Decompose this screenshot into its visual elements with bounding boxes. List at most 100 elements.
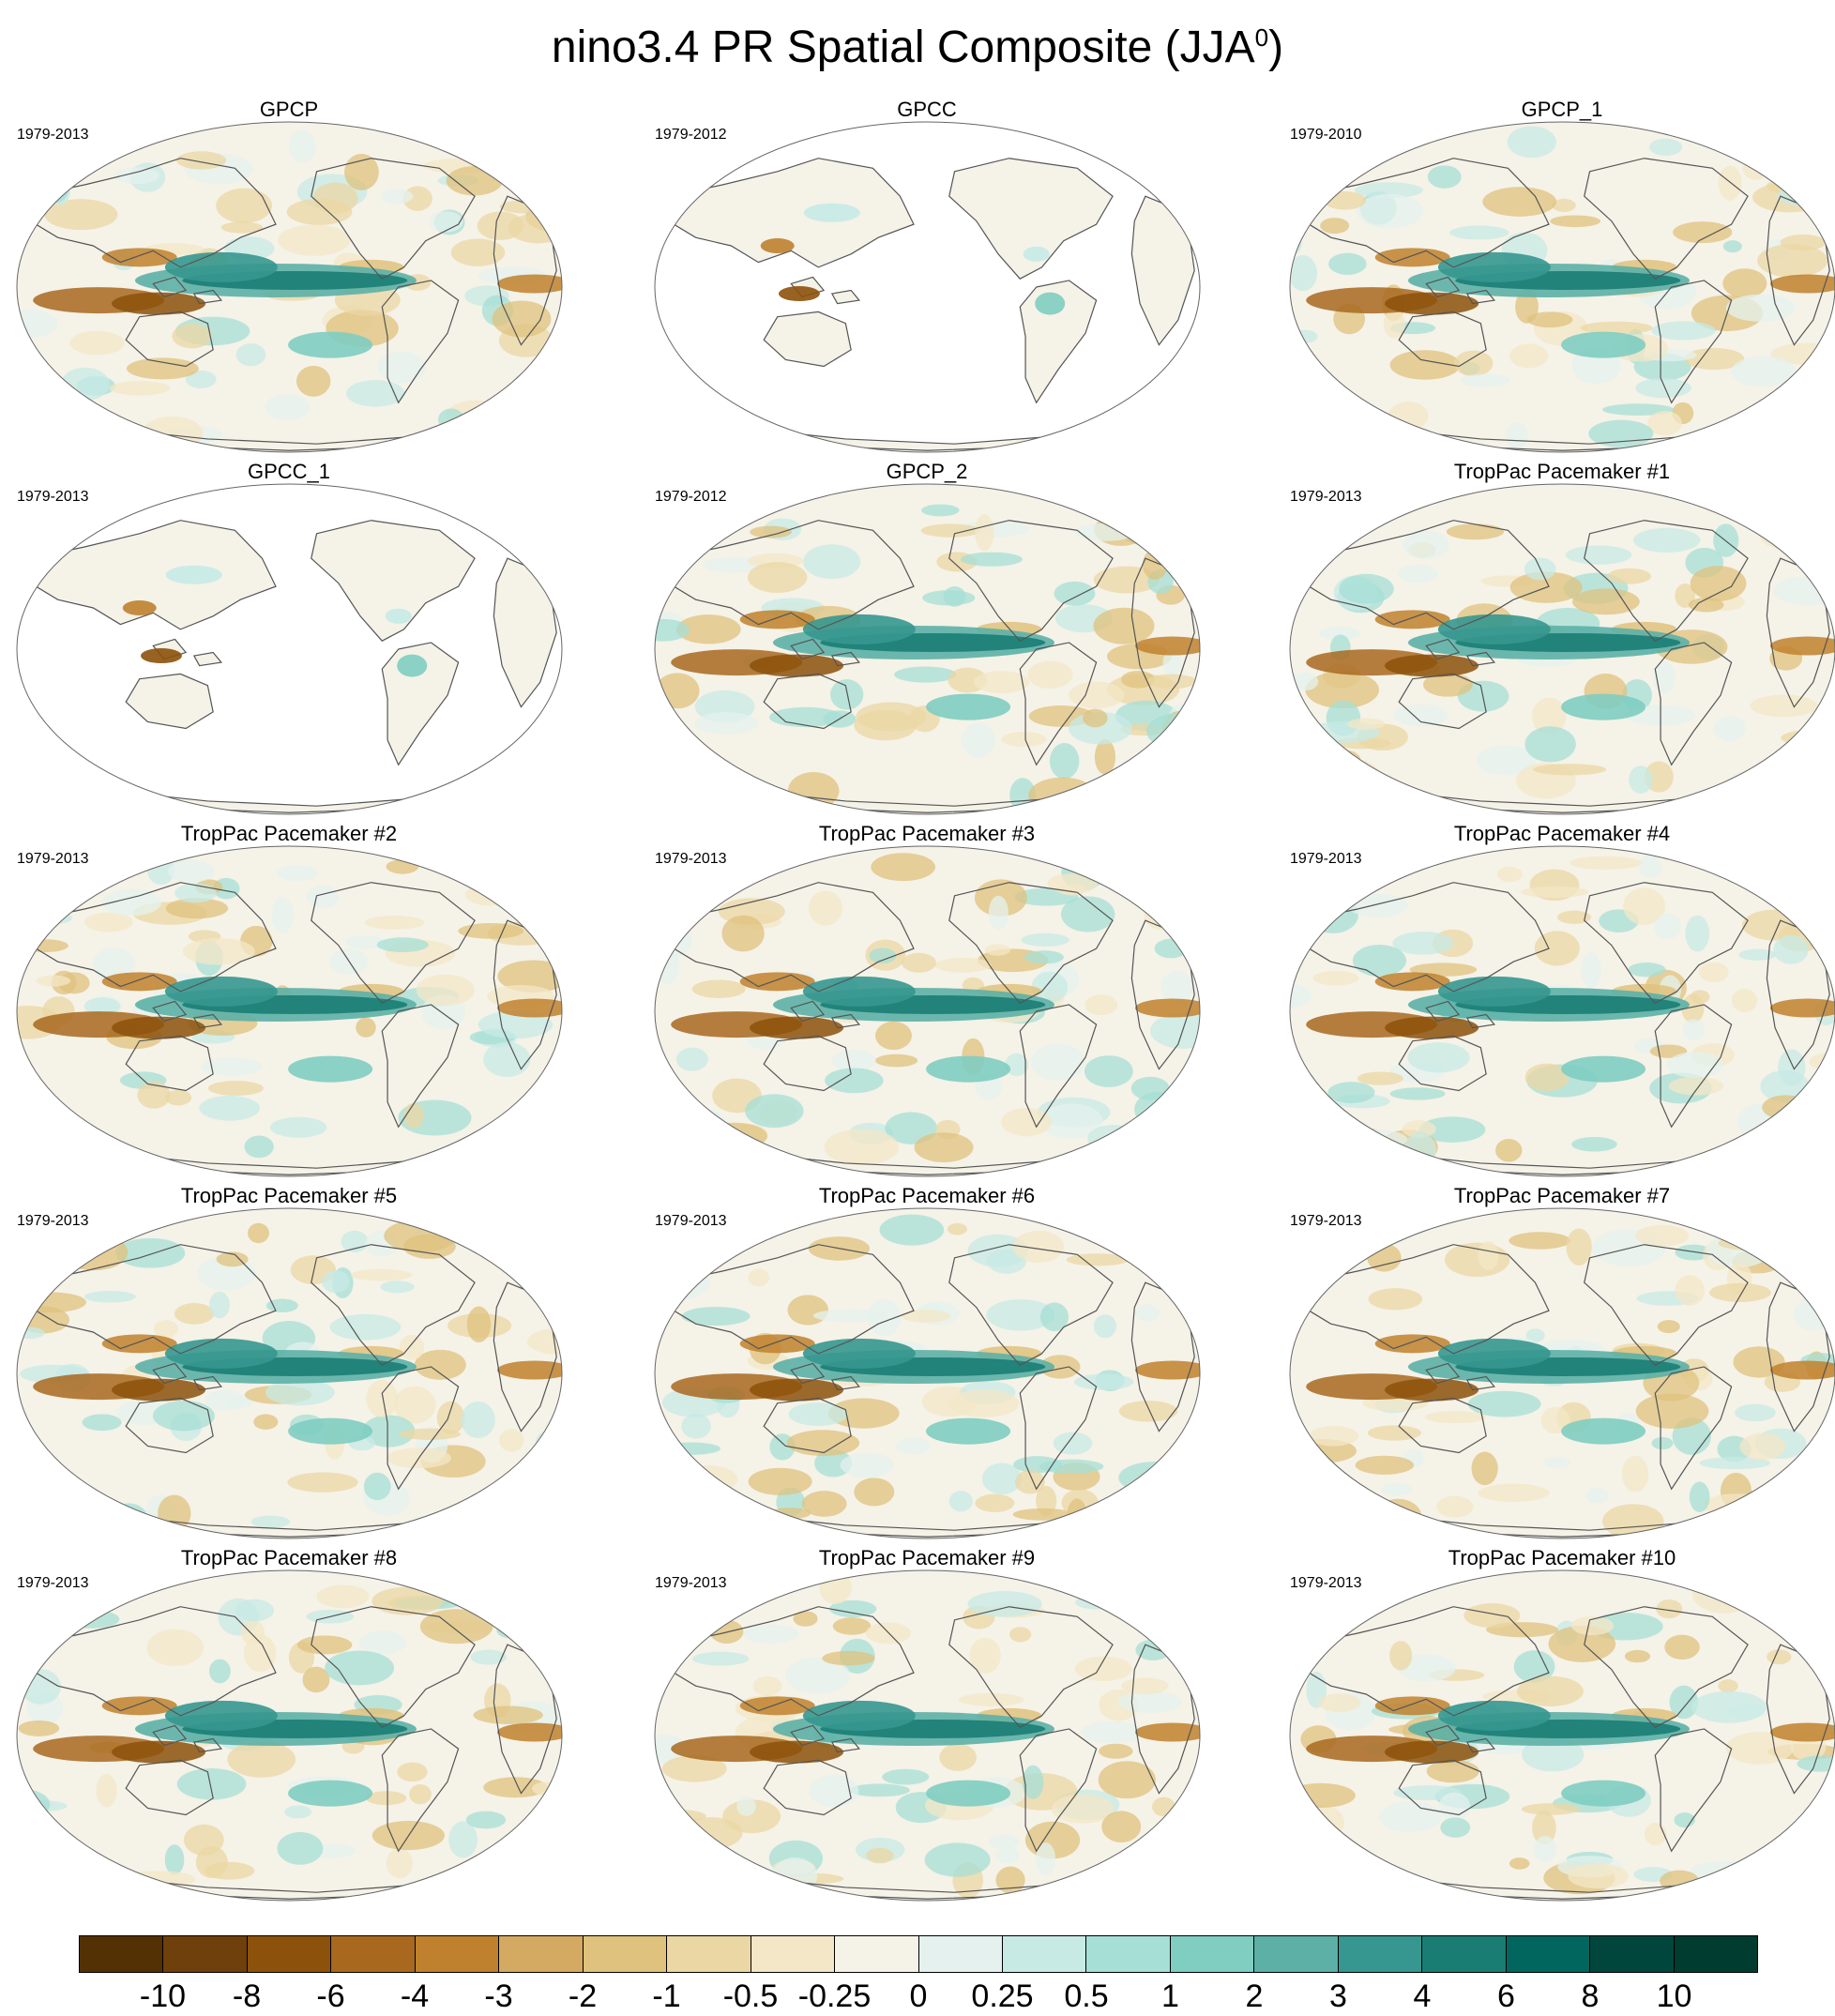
anomaly-blob	[1789, 491, 1827, 511]
anomaly-blob	[152, 1400, 215, 1432]
anomaly-blob	[1524, 726, 1576, 763]
colorbar-tick-label: -6	[316, 1978, 345, 2014]
wet-anomaly-band	[1561, 693, 1646, 720]
anomaly-blob	[1290, 1782, 1356, 1809]
continent-outline	[1465, 651, 1496, 667]
anomaly-blob	[1632, 527, 1701, 553]
anomaly-blob	[409, 1783, 432, 1805]
panel-title: TropPac Pacemaker #6	[818, 1184, 1036, 1207]
continent-outline	[1019, 642, 1098, 766]
anomaly-blob	[497, 960, 562, 993]
anomaly-blob	[496, 855, 534, 883]
anomaly-blob	[1309, 1425, 1359, 1447]
dry-anomaly-band	[112, 292, 206, 315]
anomaly-blob	[457, 1869, 480, 1896]
continent-outline	[192, 1013, 223, 1029]
anomaly-blob	[694, 712, 759, 735]
dry-anomaly-band	[750, 1016, 844, 1039]
dry-anomaly-band	[750, 1740, 844, 1764]
anomaly-blob	[1403, 1131, 1436, 1169]
continent-outline	[192, 289, 223, 305]
anomaly-blob	[1635, 1224, 1690, 1247]
anomaly-blob	[995, 1866, 1025, 1894]
land-anomaly	[803, 203, 860, 222]
wet-anomaly-band	[926, 1417, 1011, 1445]
continent-outline	[381, 1004, 460, 1129]
dry-anomaly-band	[1134, 636, 1200, 656]
colorbar-swatch	[247, 1936, 332, 1972]
anomaly-blob	[69, 330, 125, 356]
colorbar-swatch	[583, 1936, 668, 1972]
anomaly-blob	[540, 390, 562, 409]
anomaly-blob	[1290, 536, 1318, 574]
dry-anomaly-band	[1385, 654, 1479, 677]
map-border	[16, 483, 563, 815]
continent-outline	[381, 280, 460, 404]
anomaly-blob	[1402, 1120, 1436, 1138]
anomaly-blob	[1305, 671, 1379, 709]
anomaly-blob	[829, 1599, 877, 1618]
anomaly-blob	[1424, 1410, 1486, 1424]
wet-anomaly-band	[164, 1338, 278, 1369]
land-anomaly	[1035, 292, 1066, 315]
anomaly-blob	[466, 1306, 492, 1342]
anomaly-blob	[535, 1606, 562, 1620]
anomaly-blob	[1775, 173, 1826, 186]
map-panel: TropPac Pacemaker #5 1979-2013	[8, 1184, 570, 1545]
anomaly-blob	[499, 1429, 524, 1452]
anomaly-blob	[1057, 883, 1086, 896]
anomaly-blob	[364, 915, 425, 930]
anomaly-blob	[1735, 1403, 1776, 1422]
anomaly-blob	[1718, 1235, 1784, 1251]
anomaly-blob	[344, 153, 379, 190]
colorbar-tick-label: 0.25	[971, 1978, 1034, 2014]
anomaly-blob	[36, 912, 72, 925]
anomaly-blob	[1794, 1296, 1833, 1331]
anomaly-blob	[1383, 309, 1405, 339]
anomaly-blob	[416, 974, 475, 1007]
continent-outline	[1019, 1004, 1098, 1129]
colorbar-tick-label: -1	[652, 1978, 681, 2014]
anomaly-blob	[201, 1057, 262, 1076]
anomaly-blob	[1290, 782, 1319, 801]
continent-outline	[1302, 1244, 1550, 1355]
anomaly-blob	[1532, 697, 1567, 735]
anomaly-blob	[1725, 294, 1796, 322]
anomaly-blob	[523, 1839, 562, 1869]
anomaly-blob	[1476, 745, 1537, 776]
anomaly-blob	[1478, 1483, 1550, 1502]
anomaly-blob	[1005, 1053, 1029, 1077]
anomaly-blob	[83, 997, 121, 1015]
continent-outline	[311, 882, 476, 1004]
anomaly-blob	[380, 1281, 415, 1294]
anomaly-blob	[1540, 1406, 1570, 1434]
anomaly-blob	[429, 211, 463, 233]
panel-years: 1979-2013	[655, 851, 727, 867]
anomaly-blob	[840, 1452, 894, 1478]
anomaly-blob	[164, 1089, 192, 1106]
anomaly-blob	[1644, 1822, 1667, 1846]
anomaly-blob	[1454, 350, 1494, 377]
anomaly-blob	[924, 1842, 991, 1877]
dry-anomaly-band	[1134, 1360, 1200, 1380]
continent-outline	[1398, 673, 1487, 730]
colorbar-tick-label: 0.5	[1064, 1978, 1109, 2014]
continent-outline	[152, 1362, 188, 1385]
anomaly-blob	[1319, 627, 1360, 641]
anomaly-blob	[655, 1500, 679, 1520]
anomaly-blob	[386, 859, 419, 874]
anomaly-blob	[1808, 547, 1834, 560]
anomaly-blob	[655, 1478, 675, 1508]
continent-outline	[948, 1244, 1114, 1366]
anomaly-blob	[1290, 1865, 1345, 1899]
map-panel: GPCP_2 1979-2012	[645, 460, 1208, 821]
anomaly-blob	[655, 1106, 726, 1140]
anomaly-blob	[1342, 1129, 1408, 1150]
anomaly-blob	[1471, 1451, 1498, 1486]
anomaly-blob	[1713, 716, 1746, 741]
map-4	[654, 483, 1201, 815]
anomaly-blob	[1397, 1654, 1456, 1682]
anomaly-blob	[1764, 1844, 1795, 1871]
anomaly-blob	[655, 1264, 710, 1302]
map-panel: TropPac Pacemaker #10 1979-2013	[1281, 1546, 1835, 1907]
